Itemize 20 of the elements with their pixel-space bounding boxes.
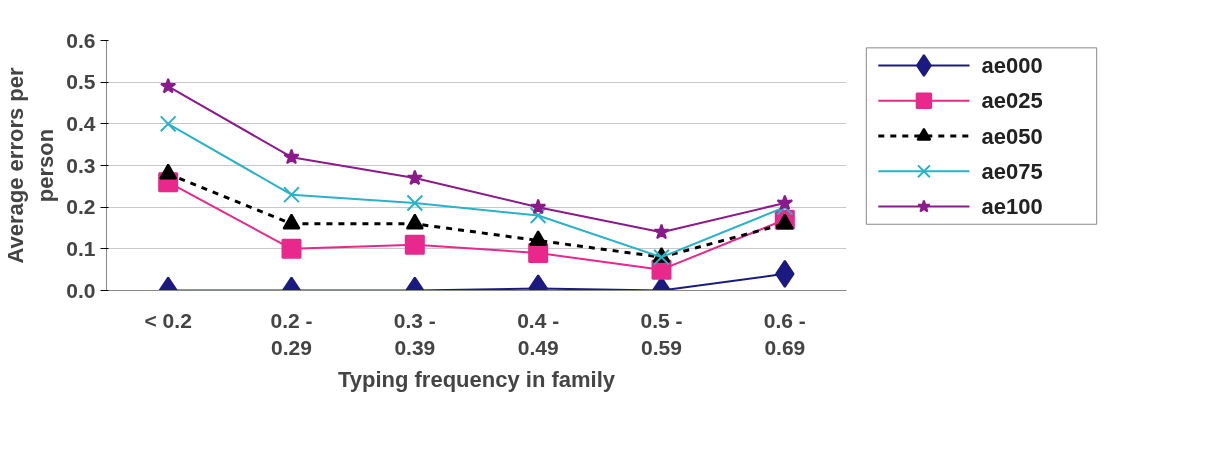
y-tick-label: 0.1	[66, 236, 96, 260]
x-tick-label: 0.2 - 0.29	[270, 308, 313, 360]
y-tick-label: 0.4	[66, 111, 96, 135]
x-tick-label: 0.3 - 0.39	[393, 308, 436, 360]
legend-label: ae100	[981, 194, 1043, 220]
x-tick-label: 0.6 - 0.69	[763, 308, 806, 360]
x-axis-title: Typing frequency in family	[337, 367, 616, 393]
legend-label: ae025	[981, 88, 1043, 114]
y-axis-title: Average errors per person	[3, 67, 59, 264]
y-tick-label: 0.3	[66, 153, 96, 177]
legend-label: ae050	[981, 123, 1043, 149]
y-tick-label: 0.0	[66, 278, 96, 302]
y-tick-label: 0.5	[66, 70, 96, 94]
x-tick-label: < 0.2	[144, 308, 192, 332]
x-tick-label: 0.4 - 0.49	[517, 308, 560, 360]
y-tick-label: 0.6	[66, 28, 96, 52]
legend-label: ae075	[981, 158, 1043, 184]
x-tick-label: 0.5 - 0.59	[640, 308, 683, 360]
legend-label: ae000	[981, 52, 1043, 78]
y-tick-label: 0.2	[66, 195, 96, 219]
